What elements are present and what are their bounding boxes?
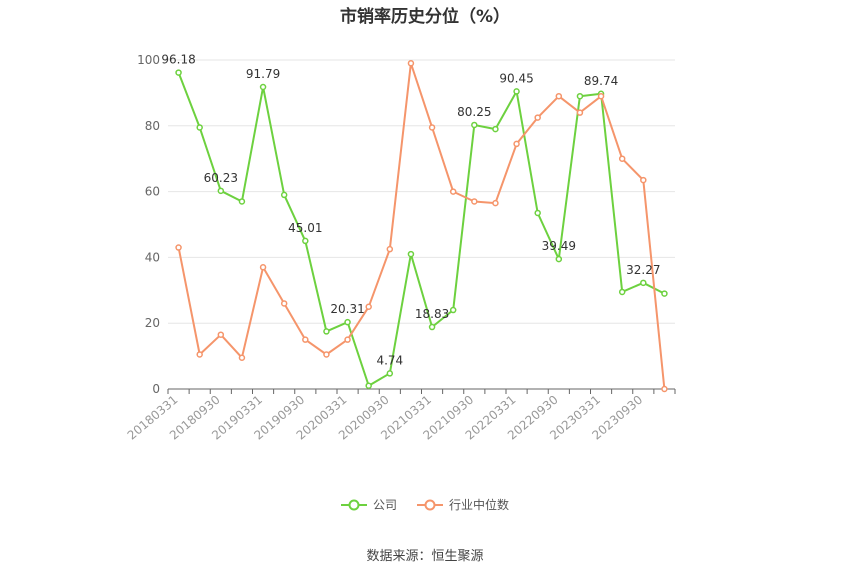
data-point[interactable] — [196, 351, 203, 358]
data-label: 89.74 — [584, 74, 618, 88]
data-point[interactable] — [323, 328, 330, 335]
data-label: 4.74 — [376, 353, 403, 367]
data-label: 20.31 — [330, 302, 364, 316]
y-tick-label: 60 — [145, 185, 160, 199]
legend-item-company[interactable]: 公司 — [340, 496, 397, 513]
data-point[interactable] — [640, 279, 647, 287]
data-label: 90.45 — [499, 71, 533, 85]
data-point[interactable] — [302, 336, 309, 343]
data-point[interactable] — [534, 114, 541, 121]
y-tick-label: 20 — [145, 316, 160, 330]
data-point[interactable] — [386, 245, 394, 253]
chart-title: 市销率历史分位（%） — [339, 7, 511, 27]
data-point[interactable] — [323, 351, 330, 358]
data-label: 39.49 — [542, 239, 576, 253]
legend-item-industry-median[interactable]: 行业中位数 — [417, 496, 509, 513]
data-point[interactable] — [217, 187, 225, 195]
data-point[interactable] — [449, 188, 457, 195]
data-point[interactable] — [259, 83, 267, 91]
data-point[interactable] — [238, 198, 246, 205]
legend-marker-company — [340, 499, 367, 510]
legend: 公司 行业中位数 — [0, 496, 850, 513]
data-point[interactable] — [196, 124, 203, 131]
data-label: 96.18 — [161, 53, 195, 67]
y-tick-label: 0 — [152, 382, 160, 396]
data-labels: 96.18 60.23 91.79 45.01 20.31 4.74 18.83 80.25 9… — [161, 53, 660, 368]
axes: 0204060801002018033120180930201903312019… — [125, 53, 676, 443]
data-point[interactable] — [407, 60, 415, 67]
data-point[interactable] — [175, 244, 182, 251]
data-point[interactable] — [428, 323, 436, 331]
data-point[interactable] — [471, 121, 478, 129]
grid-lines — [168, 59, 675, 324]
series-line-0 — [177, 72, 665, 387]
data-point[interactable] — [576, 92, 584, 100]
data-point[interactable] — [280, 300, 288, 307]
data-point[interactable] — [217, 331, 225, 338]
legend-label-industry-median: 行业中位数 — [449, 498, 510, 512]
data-point[interactable] — [576, 109, 584, 116]
data-point[interactable] — [513, 140, 520, 148]
data-label: 80.25 — [457, 105, 491, 119]
legend-label-company: 公司 — [372, 498, 397, 512]
data-point[interactable] — [344, 318, 351, 326]
data-point[interactable] — [640, 176, 647, 184]
data-point[interactable] — [428, 124, 436, 131]
y-tick-label: 100 — [137, 53, 160, 67]
data-point[interactable] — [618, 288, 626, 296]
data-point[interactable] — [365, 303, 372, 310]
data-point[interactable] — [386, 370, 394, 377]
source-note: 数据来源：恒生聚源 — [366, 549, 484, 564]
data-point[interactable] — [492, 199, 499, 207]
data-point[interactable] — [280, 191, 288, 199]
data-point[interactable] — [259, 264, 267, 271]
data-label: 60.23 — [204, 171, 238, 185]
data-point[interactable] — [471, 198, 478, 205]
y-tick-label: 40 — [145, 250, 160, 264]
data-point[interactable] — [555, 255, 563, 263]
data-point[interactable] — [407, 250, 415, 258]
data-point[interactable] — [661, 385, 668, 393]
data-point[interactable] — [513, 88, 520, 95]
data-point[interactable] — [449, 306, 457, 314]
data-point[interactable] — [618, 155, 626, 162]
data-point[interactable] — [597, 92, 605, 100]
data-point[interactable] — [661, 290, 668, 297]
data-point[interactable] — [344, 336, 351, 343]
data-point[interactable] — [534, 209, 541, 217]
data-point[interactable] — [175, 69, 182, 76]
data-label: 91.79 — [246, 67, 280, 81]
data-point[interactable] — [302, 237, 309, 245]
data-point[interactable] — [555, 92, 563, 100]
data-label: 18.83 — [415, 307, 449, 321]
data-label: 45.01 — [288, 221, 322, 235]
series-line-1 — [177, 62, 666, 390]
series-layer — [175, 60, 668, 393]
data-point[interactable] — [238, 354, 246, 361]
legend-marker-industry-median — [417, 499, 443, 510]
y-tick-label: 80 — [145, 119, 160, 133]
data-point[interactable] — [492, 125, 499, 133]
data-label: 32.27 — [626, 263, 660, 277]
data-point[interactable] — [365, 382, 372, 389]
